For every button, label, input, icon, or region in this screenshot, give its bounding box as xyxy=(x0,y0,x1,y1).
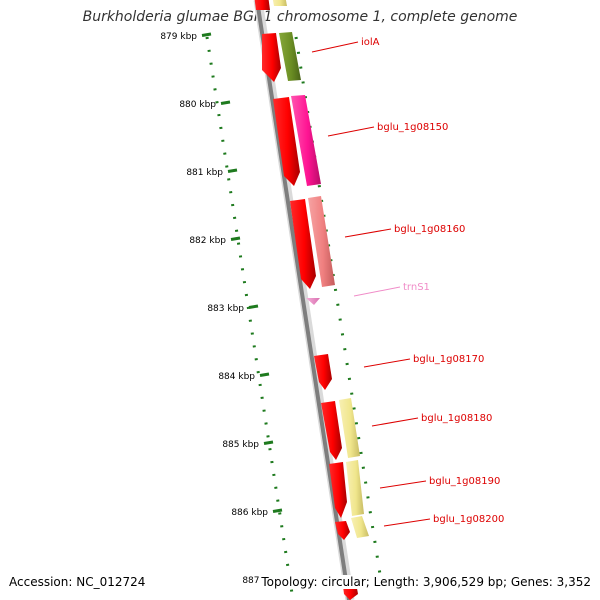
tick-label: 886 kbp xyxy=(231,508,268,518)
tick-label: 883 kbp xyxy=(207,304,244,314)
feature-track xyxy=(254,0,369,600)
tick-label: 879 kbp xyxy=(160,32,197,42)
cog-bar[interactable] xyxy=(272,0,287,6)
tick-mark xyxy=(263,440,274,445)
cog-bar-bglu_1g08190[interactable] xyxy=(346,460,364,516)
backbone xyxy=(255,0,351,600)
cds-arrow-bglu_1g08160[interactable] xyxy=(290,199,316,289)
cog-bar-iolA[interactable] xyxy=(279,32,301,81)
cds-arrow-iolA[interactable] xyxy=(262,33,281,82)
tick-label: 885 kbp xyxy=(222,440,259,450)
tick-mark xyxy=(259,372,270,377)
cog-bar-bglu_1g08160[interactable] xyxy=(308,196,335,287)
gene-label[interactable]: bglu_1g08170 xyxy=(413,354,484,365)
trna-trnS1[interactable] xyxy=(306,298,320,305)
cds-arrow-bglu_1g08180[interactable] xyxy=(321,401,342,460)
cds-arrow-bglu_1g08150[interactable] xyxy=(273,97,300,186)
cog-bar-bglu_1g08180[interactable] xyxy=(339,398,360,458)
cds-arrow-bglu_1g08170[interactable] xyxy=(314,354,332,390)
tick-mark xyxy=(227,168,238,173)
gene-labels: iolA bglu_1g08150 bglu_1g08160 trnS1 bglu_1g… xyxy=(361,37,504,525)
tick-mark xyxy=(272,508,283,513)
cog-bar-bglu_1g08200[interactable] xyxy=(351,516,369,538)
tick-mark xyxy=(220,100,231,105)
cog-bar-bglu_1g08150[interactable] xyxy=(291,95,321,186)
label-lines xyxy=(311,41,431,527)
tick-label: 882 kbp xyxy=(189,236,226,246)
gene-label[interactable]: iolA xyxy=(361,37,380,48)
genome-summary: Topology: circular; Length: 3,906,529 bp… xyxy=(259,575,591,589)
gene-label[interactable]: trnS1 xyxy=(403,282,430,293)
tick-mark xyxy=(248,304,259,309)
tick-mark xyxy=(201,32,212,37)
gene-label[interactable]: bglu_1g08150 xyxy=(377,122,448,133)
map-title: Burkholderia glumae BGR1 chromosome 1, c… xyxy=(82,9,518,25)
tick-label: 880 kbp xyxy=(179,100,216,110)
tick-mark xyxy=(230,236,241,241)
accession-label: Accession: NC_012724 xyxy=(9,575,146,589)
cds-arrow-bglu_1g08190[interactable] xyxy=(329,462,347,518)
gene-label[interactable]: bglu_1g08200 xyxy=(433,514,504,525)
cds-arrow-bglu_1g08200[interactable] xyxy=(335,521,350,540)
tick-label: 884 kbp xyxy=(218,372,255,382)
cds-arrow[interactable] xyxy=(254,0,270,10)
gene-label[interactable]: bglu_1g08160 xyxy=(394,224,465,235)
gene-label[interactable]: bglu_1g08190 xyxy=(429,476,500,487)
gene-label[interactable]: bglu_1g08180 xyxy=(421,413,492,424)
tick-label: 881 kbp xyxy=(186,168,223,178)
